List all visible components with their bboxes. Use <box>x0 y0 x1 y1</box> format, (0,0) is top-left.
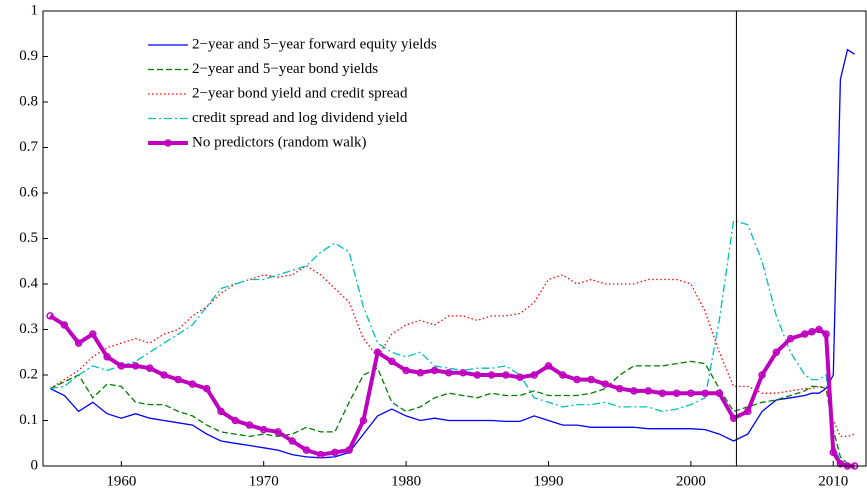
point-marker <box>829 448 838 457</box>
point-marker <box>288 437 296 445</box>
point-marker <box>345 446 353 454</box>
point-marker <box>231 416 239 425</box>
point-marker <box>473 371 482 379</box>
point-marker <box>202 384 211 393</box>
point-marker <box>174 375 183 384</box>
point-marker <box>459 368 467 377</box>
point-marker <box>672 389 681 397</box>
y-tick-label: 0.9 <box>19 48 38 64</box>
point-marker <box>744 407 752 416</box>
point-marker <box>117 362 126 370</box>
point-marker <box>573 375 581 384</box>
point-marker <box>359 416 368 425</box>
y-tick-label: 0.3 <box>19 321 38 337</box>
point-marker <box>302 446 311 454</box>
point-marker <box>630 387 638 395</box>
series-line <box>49 314 855 468</box>
x-tick-label: 1980 <box>391 473 421 489</box>
legend-label: 2−year bond yield and credit spread <box>192 85 408 101</box>
point-marker <box>430 366 439 375</box>
point-marker <box>558 371 567 379</box>
point-marker <box>487 371 496 379</box>
point-marker <box>644 387 652 395</box>
point-marker <box>808 328 816 336</box>
series-line <box>49 48 855 459</box>
x-tick-label: 1990 <box>533 473 563 489</box>
point-marker <box>701 389 709 397</box>
legend-marker <box>164 139 172 147</box>
y-tick-label: 0.2 <box>19 366 38 382</box>
point-marker <box>160 371 168 379</box>
point-marker <box>544 362 553 370</box>
point-marker <box>131 362 140 370</box>
y-tick-label: 1 <box>31 2 39 18</box>
point-marker <box>146 364 154 372</box>
point-marker <box>516 373 524 382</box>
y-tick-label: 0.6 <box>19 184 38 200</box>
point-marker <box>502 371 510 379</box>
series-line <box>50 219 855 467</box>
legend-label: No predictors (random walk) <box>192 134 367 150</box>
y-tick-label: 0.8 <box>19 93 38 109</box>
point-marker <box>274 428 282 436</box>
point-marker <box>615 384 624 393</box>
point-marker <box>822 330 830 338</box>
point-marker <box>373 348 382 356</box>
point-marker <box>188 380 197 388</box>
plot-frame <box>42 10 867 467</box>
point-marker <box>316 450 325 459</box>
point-marker <box>587 375 595 384</box>
series-line <box>49 360 855 467</box>
point-marker <box>687 389 695 397</box>
point-marker <box>388 357 396 366</box>
legend-label: credit spread and log dividend yield <box>192 110 408 126</box>
series-line <box>49 265 855 438</box>
point-marker <box>416 368 425 377</box>
point-marker <box>89 330 97 338</box>
point-marker <box>103 353 111 361</box>
y-tick-label: 0.4 <box>19 275 38 291</box>
point-marker <box>46 312 54 320</box>
point-marker <box>60 321 69 329</box>
x-tick-label: 2000 <box>676 473 706 489</box>
y-tick-label: 0.1 <box>19 412 38 428</box>
point-marker <box>217 407 225 416</box>
point-marker <box>815 325 823 334</box>
point-marker <box>786 334 795 343</box>
point-marker <box>245 421 254 429</box>
x-tick-label: 1970 <box>249 473 279 489</box>
point-marker <box>715 389 724 397</box>
x-tick-label: 1960 <box>106 473 136 489</box>
legend-label: 2−year and 5−year bond yields <box>192 61 378 77</box>
point-marker <box>601 380 610 388</box>
point-marker <box>331 448 339 457</box>
y-tick-label: 0.5 <box>19 230 38 246</box>
point-marker <box>801 330 809 338</box>
point-marker <box>74 339 83 347</box>
point-marker <box>758 371 766 379</box>
point-marker <box>259 425 268 434</box>
y-tick-label: 0.7 <box>19 139 38 155</box>
point-marker <box>445 368 453 377</box>
point-marker <box>658 389 667 397</box>
point-marker <box>772 348 781 356</box>
x-tick-label: 2010 <box>818 473 848 489</box>
point-marker <box>402 366 410 375</box>
legend-label: 2−year and 5−year forward equity yields <box>192 36 437 52</box>
point-marker <box>530 371 538 379</box>
y-tick-label: 0 <box>31 457 39 473</box>
point-marker <box>836 459 845 468</box>
